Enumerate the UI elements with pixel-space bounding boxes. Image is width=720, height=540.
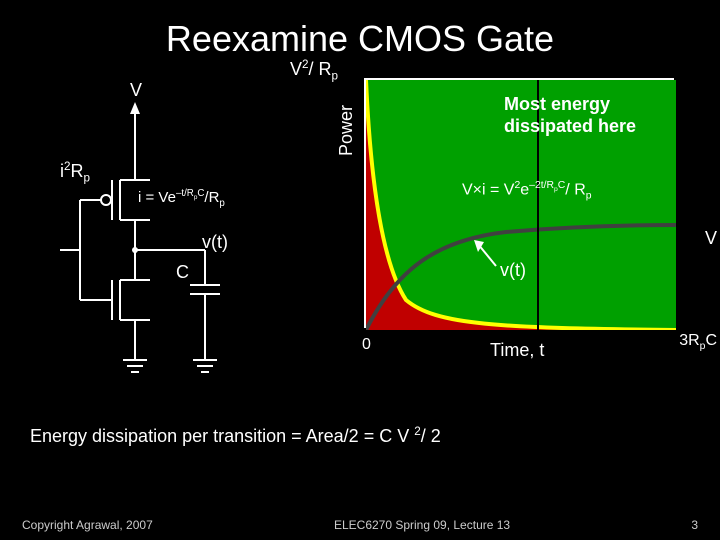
footer: Copyright Agrawal, 2007 ELEC6270 Spring …: [0, 518, 720, 532]
graph-area: Power Most energy dissipated her: [340, 78, 695, 358]
v2rp-label: V2/ Rp: [290, 58, 338, 83]
vi-equation: V×i = V2e–2t/RpC/ Rp: [462, 180, 592, 202]
graph-box: Most energy dissipated here V×i = V2e–2t…: [364, 78, 674, 328]
content-area: V i2Rp i = Ve–t/RpC/Rp v(t) C: [0, 60, 720, 500]
rpc-label: 3RpC: [679, 332, 717, 352]
energy-equation: Energy dissipation per transition = Area…: [30, 425, 441, 447]
copyright: Copyright Agrawal, 2007: [22, 518, 153, 532]
v-end-label: V: [705, 228, 717, 249]
circuit-diagram: V i2Rp i = Ve–t/RpC/Rp v(t) C: [30, 80, 330, 430]
most-energy-line2: dissipated here: [504, 116, 636, 137]
most-energy-line1: Most energy: [504, 94, 610, 115]
page-number: 3: [691, 518, 698, 532]
current-eq-label: i = Ve–t/RpC/Rp: [138, 188, 225, 209]
vt-node-label: v(t): [202, 232, 228, 253]
x-axis-label: Time, t: [490, 340, 544, 361]
capacitor-label: C: [176, 262, 189, 283]
vt-curve-label: v(t): [500, 260, 526, 281]
circuit-svg: [30, 80, 330, 410]
lecture-label: ELEC6270 Spring 09, Lecture 13: [334, 518, 510, 532]
zero-label: 0: [362, 336, 371, 354]
page-title: Reexamine CMOS Gate: [0, 0, 720, 60]
y-axis-label: Power: [336, 105, 357, 156]
v-supply-label: V: [130, 80, 142, 101]
i2rp-label: i2Rp: [60, 160, 90, 185]
